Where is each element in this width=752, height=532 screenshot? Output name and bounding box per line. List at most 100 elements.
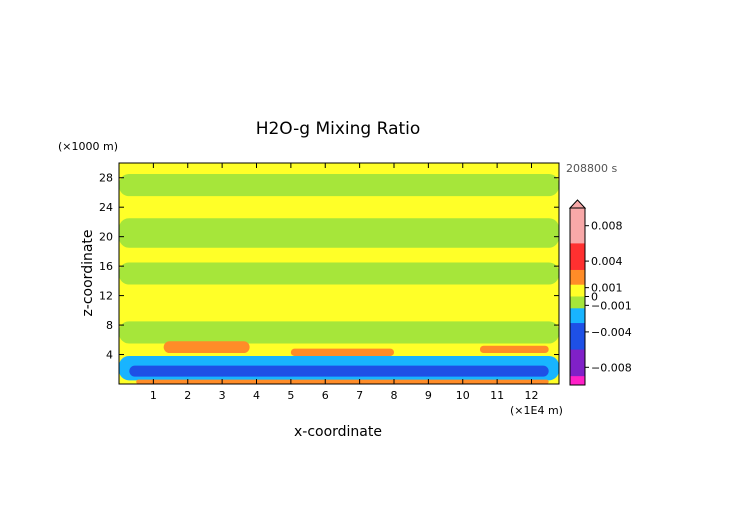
field-region bbox=[129, 365, 549, 377]
colorbar-segment bbox=[570, 261, 585, 265]
y-tick-label: 12 bbox=[99, 290, 113, 303]
field-region bbox=[479, 345, 549, 354]
plot-area bbox=[119, 163, 559, 384]
colorbar-segment bbox=[570, 334, 585, 339]
colorbar-segment bbox=[570, 290, 585, 295]
colorbar-segment bbox=[570, 237, 585, 241]
colorbar-segment bbox=[570, 272, 585, 277]
colorbar-segment bbox=[570, 258, 585, 262]
colorbar-segment bbox=[570, 264, 585, 268]
y-tick-label: 8 bbox=[106, 319, 113, 332]
colorbar-segment bbox=[570, 210, 585, 215]
colorbar-segment bbox=[570, 352, 585, 356]
colorbar-segment bbox=[570, 267, 585, 271]
field-region bbox=[119, 218, 559, 248]
colorbar-segment bbox=[570, 370, 585, 374]
field-region bbox=[119, 262, 559, 285]
colorbar-segment bbox=[570, 346, 585, 351]
colorbar-segment bbox=[570, 213, 585, 218]
x-tick-label: 10 bbox=[456, 389, 470, 402]
x-tick-label: 12 bbox=[525, 389, 539, 402]
colorbar-segment bbox=[570, 382, 585, 386]
colorbar-cap bbox=[568, 199, 587, 209]
y-tick-label: 28 bbox=[99, 172, 113, 185]
field-region bbox=[163, 341, 250, 354]
x-axis: 1 2 3 4 5 6 7 8 9 10 11 12 bbox=[150, 163, 539, 402]
colorbar-segment bbox=[570, 287, 585, 292]
time-label: 208800 s bbox=[566, 162, 617, 175]
colorbar-segment bbox=[570, 225, 585, 230]
x-tick-label: 1 bbox=[150, 389, 157, 402]
y-tick-label: 16 bbox=[99, 260, 113, 273]
colorbar-segment bbox=[570, 355, 585, 359]
colorbar-segment bbox=[570, 302, 585, 306]
y-axis-label: z-coordinate bbox=[80, 229, 96, 316]
colorbar-segment bbox=[570, 326, 585, 330]
x-tick-label: 8 bbox=[391, 389, 398, 402]
colorbar-segment bbox=[570, 208, 585, 212]
colorbar-segment bbox=[570, 328, 585, 333]
colorbar-segment bbox=[570, 243, 585, 247]
x-tick-label: 3 bbox=[219, 389, 226, 402]
field-region bbox=[119, 321, 559, 344]
colorbar-segment bbox=[570, 249, 585, 253]
x-tick-label: 6 bbox=[322, 389, 329, 402]
colorbar-segment bbox=[570, 252, 585, 256]
y-tick-label: 24 bbox=[99, 201, 113, 214]
x-tick-label: 4 bbox=[253, 389, 260, 402]
colorbar-segment bbox=[570, 320, 585, 324]
colorbar-segment bbox=[570, 358, 585, 362]
colorbar-segment bbox=[570, 373, 585, 377]
colorbar-segment bbox=[570, 219, 585, 224]
colorbar-segment bbox=[570, 308, 585, 312]
colorbar-segment bbox=[570, 228, 585, 233]
y-tick-label: 4 bbox=[106, 349, 113, 362]
colorbar-segment bbox=[570, 296, 585, 300]
colorbar-segment bbox=[570, 331, 585, 336]
x-axis-label: x-coordinate bbox=[294, 424, 382, 440]
colorbar-segment bbox=[570, 246, 585, 250]
field-region bbox=[290, 348, 394, 357]
colorbar-segment bbox=[570, 234, 585, 238]
colorbar-segment bbox=[570, 376, 585, 380]
x-tick-label: 5 bbox=[287, 389, 294, 402]
colorbar-tick-label: −0.008 bbox=[591, 361, 632, 374]
colorbar-tick-label: 0 bbox=[591, 291, 598, 304]
field-region bbox=[136, 379, 549, 384]
colorbar-segment bbox=[570, 216, 585, 221]
colorbar-segment bbox=[570, 293, 585, 297]
colorbar-tick-label: −0.001 bbox=[591, 299, 632, 312]
colorbar-segment bbox=[570, 314, 585, 318]
colorbar-segment bbox=[570, 222, 585, 227]
colorbar-segment bbox=[570, 284, 585, 289]
colorbar-tick-label: −0.004 bbox=[591, 326, 632, 339]
y-tick-label: 20 bbox=[99, 231, 113, 244]
colorbar-segment bbox=[570, 367, 585, 371]
colorbar-segment bbox=[570, 379, 585, 383]
colorbar-tick-label: 0.004 bbox=[591, 255, 623, 268]
colorbar-segment bbox=[570, 323, 585, 327]
colorbar-segment bbox=[570, 281, 585, 286]
colorbar-segment bbox=[570, 278, 585, 283]
colorbar-segment bbox=[570, 305, 585, 309]
x-unit-label: (×1E4 m) bbox=[510, 404, 563, 417]
colorbar-segment bbox=[570, 317, 585, 321]
colorbar-segment bbox=[570, 231, 585, 236]
colorbar-segment bbox=[570, 343, 585, 348]
chart-title: H2O-g Mixing Ratio bbox=[256, 119, 421, 139]
colorbar-tick-label: 0.001 bbox=[591, 282, 623, 295]
x-tick-label: 11 bbox=[490, 389, 504, 402]
x-tick-label: 7 bbox=[356, 389, 363, 402]
colorbar-segment bbox=[570, 240, 585, 244]
x-tick-label: 2 bbox=[184, 389, 191, 402]
y-axis: 4 8 12 16 20 24 28 bbox=[99, 172, 559, 362]
colorbar-segment bbox=[570, 269, 585, 274]
x-tick-label: 9 bbox=[425, 389, 432, 402]
colorbar-tick-label: 0.008 bbox=[591, 220, 623, 233]
colorbar-segment bbox=[570, 364, 585, 368]
colorbar-segment bbox=[570, 337, 585, 342]
field-region bbox=[119, 174, 559, 197]
colorbar-segment bbox=[570, 275, 585, 280]
